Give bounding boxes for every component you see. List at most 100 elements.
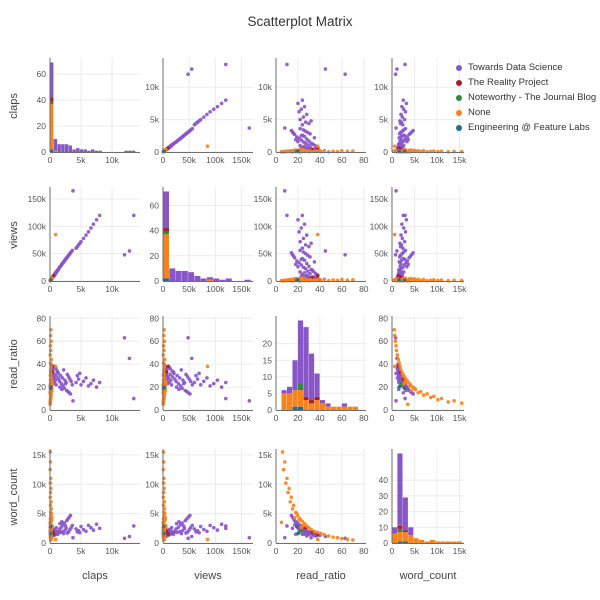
y-tick-label: 5k [150, 115, 160, 125]
x-tick-label: 60 [337, 413, 347, 423]
y-tick-label: 10 [263, 372, 273, 382]
y-tick-label: 150k [254, 194, 273, 204]
scatter-point [177, 376, 182, 380]
y-tick-label: 10 [379, 522, 389, 532]
hist-bar [131, 150, 136, 152]
y-tick-label: 40 [150, 359, 160, 369]
scatter-point [289, 513, 294, 518]
cell-read_ratio-word_count[interactable]: 0 5k 10k 15k 0 20 40 60 80 [379, 313, 468, 423]
hist-bar [76, 148, 80, 152]
scatter-point [401, 107, 406, 112]
scatter-point [397, 385, 402, 389]
scatter-point [315, 144, 320, 148]
x-tick-label: 80 [359, 413, 369, 423]
hist-bar [83, 149, 87, 152]
x-tick-label: 10k [430, 413, 444, 423]
y-tick-label: 60 [379, 336, 389, 346]
scatter-point [53, 378, 58, 382]
scatter-point [53, 364, 58, 369]
scatter-point [409, 388, 414, 393]
cell-views-word_count[interactable]: 0 5k 10k 15k 0 50k 100k 150k [370, 187, 468, 294]
y-tick-label: 5k [379, 115, 389, 125]
hist-bar [297, 383, 304, 391]
scatter-point [188, 128, 192, 133]
scatter-point [48, 490, 53, 495]
scatter-point [247, 535, 252, 540]
cell-word_count-word_count[interactable]: 0 5k 10k 15k 0 10 20 30 40 [379, 449, 468, 556]
scatter-point [392, 149, 397, 153]
scatter-point [208, 384, 212, 388]
cell-views-views[interactable]: 0 50k 100k 150k 0 20 40 60 [150, 187, 253, 294]
cell-views-claps[interactable]: 0 5k 10k 0 50k 100k 150k [28, 187, 140, 294]
cell-claps-read_ratio[interactable]: 0 20 40 60 80 0 5k 10k [258, 58, 369, 165]
cell-read_ratio-claps[interactable]: 0 5k 10k 0 20 40 60 80 [37, 313, 140, 423]
scatter-point [172, 530, 176, 535]
cell-claps-claps[interactable]: 0 5k 10k 0 20 40 60 [37, 58, 140, 165]
y-tick-label: 20 [379, 382, 389, 392]
x-axis-title-views: views [194, 570, 222, 582]
scatter-point [398, 119, 402, 123]
y-tick-label: 20 [150, 251, 160, 261]
scatter-point [48, 476, 53, 481]
cell-claps-views[interactable]: 0 50k 100k 150k 0 5k 10k [145, 58, 253, 165]
x-tick-label: 5k [410, 413, 420, 423]
cell-read_ratio-read_ratio[interactable]: 0 20 40 60 80 0 5 10 15 20 [263, 316, 369, 423]
legend-item-3[interactable]: None [456, 105, 596, 120]
scatter-point [407, 384, 412, 388]
scatter-point [122, 335, 127, 340]
x-tick-label: 10k [105, 284, 119, 294]
scatter-point [293, 262, 298, 267]
cell-views-read_ratio[interactable]: 0 20 40 60 80 0 50k 100k 150k [254, 187, 369, 294]
scatter-point [61, 368, 66, 372]
cell-read_ratio-views[interactable]: 0 50k 100k 150k 0 20 40 60 80 [150, 313, 253, 423]
cell-word_count-read_ratio[interactable]: 0 20 40 60 80 0 5k 10k 15k [258, 449, 369, 556]
scatter-point [395, 353, 400, 357]
y-tick-label: 10k [145, 82, 159, 92]
cell-word_count-views[interactable]: 0 50k 100k 150k 0 5k 10k 15k [145, 449, 253, 556]
scatter-point [208, 110, 212, 114]
cell-claps-word_count[interactable]: 0 5k 10k 15k 0 5k 10k [374, 58, 467, 165]
scatter-point [84, 529, 88, 534]
hist-bar [53, 150, 58, 152]
scatter-point [393, 252, 398, 257]
scatter-point [398, 141, 402, 146]
x-tick-label: 10k [430, 284, 444, 294]
scatter-point [161, 524, 166, 529]
scatter-point [299, 133, 304, 138]
scatter-point [58, 264, 62, 269]
y-tick-label: 60 [37, 69, 47, 79]
legend-item-4[interactable]: Engineering @ Feature Labs [456, 120, 596, 135]
scatter-point [304, 261, 309, 266]
scatter-point [301, 236, 306, 241]
scatter-point [89, 226, 93, 230]
hist-bar [303, 327, 309, 397]
scatter-point [411, 128, 415, 133]
y-tick-label: 10k [374, 82, 388, 92]
y-tick-label: 0 [383, 538, 388, 548]
legend-item-1[interactable]: The Reality Project [456, 75, 596, 90]
legend-item-2[interactable]: Noteworthy - The Journal Blog [456, 90, 596, 105]
scatter-point [68, 251, 73, 255]
hist-bar [352, 406, 359, 410]
scatter-point [53, 537, 58, 542]
x-tick-label: 0 [274, 155, 279, 165]
legend-item-label: Towards Data Science [468, 62, 563, 73]
scatter-point [174, 385, 179, 389]
hist-bar [206, 279, 213, 281]
scatter-point [89, 525, 93, 530]
y-tick-label: 50k [374, 249, 388, 259]
hist-bar [163, 278, 169, 281]
scatter-point [205, 144, 210, 148]
y-tick-label: 0 [383, 147, 388, 157]
scatter-point [309, 527, 313, 532]
y-tick-label: 20 [37, 121, 47, 131]
y-tick-label: 0 [41, 147, 46, 157]
scatter-point [312, 529, 317, 534]
x-tick-label: 150k [232, 413, 251, 423]
hist-bar [297, 320, 304, 384]
legend-item-0[interactable]: Towards Data Science [456, 60, 596, 75]
legend-marker-icon [456, 124, 462, 131]
cell-word_count-claps[interactable]: 0 5k 10k 0 5k 10k 15k [32, 449, 140, 556]
hist-bar [163, 228, 169, 232]
scatter-point [401, 270, 406, 274]
